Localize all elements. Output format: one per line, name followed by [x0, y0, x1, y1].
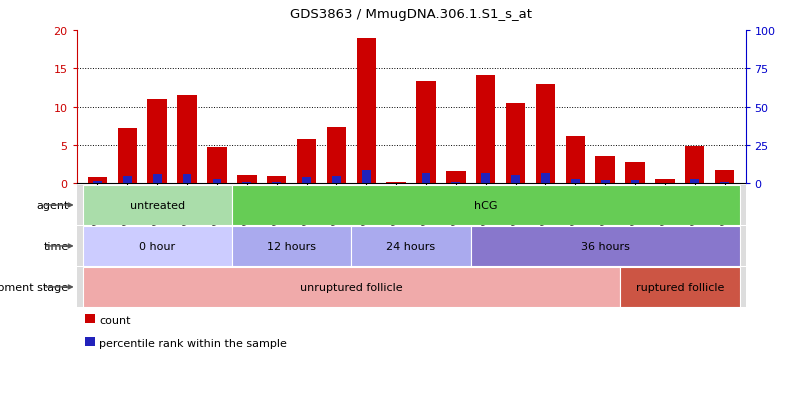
Bar	[620, 268, 740, 307]
Text: hCG: hCG	[474, 200, 497, 211]
Bar	[386, 182, 406, 184]
Bar	[82, 268, 620, 307]
Bar	[471, 227, 740, 266]
Bar	[511, 176, 520, 184]
Text: unruptured follicle: unruptured follicle	[300, 282, 403, 292]
Bar	[326, 127, 346, 184]
Bar	[661, 183, 669, 184]
Bar	[451, 183, 460, 184]
Text: GDS3863 / MmugDNA.306.1.S1_s_at: GDS3863 / MmugDNA.306.1.S1_s_at	[290, 8, 532, 21]
Bar	[243, 183, 251, 184]
Bar	[237, 176, 256, 184]
Bar	[447, 171, 466, 184]
Bar	[118, 129, 137, 184]
Text: percentile rank within the sample: percentile rank within the sample	[99, 338, 287, 348]
Text: development stage: development stage	[0, 282, 69, 292]
Bar	[541, 174, 550, 184]
Bar	[630, 180, 639, 184]
Bar	[481, 173, 490, 184]
Bar	[183, 175, 192, 184]
Bar	[332, 177, 341, 184]
Bar	[207, 148, 226, 184]
Bar	[721, 182, 729, 184]
Bar	[153, 175, 161, 184]
Text: count: count	[99, 315, 131, 325]
Bar	[600, 181, 609, 184]
Text: 0 hour: 0 hour	[139, 241, 175, 252]
Bar	[416, 81, 436, 184]
Bar	[625, 162, 645, 184]
Text: agent: agent	[36, 200, 69, 211]
Text: untreated: untreated	[130, 200, 185, 211]
Bar	[177, 96, 197, 184]
Bar	[232, 227, 351, 266]
Bar	[685, 146, 704, 184]
Bar	[351, 227, 471, 266]
Bar	[506, 104, 526, 184]
Text: time: time	[44, 241, 69, 252]
Text: 24 hours: 24 hours	[387, 241, 435, 252]
Bar	[566, 136, 585, 184]
Bar	[267, 176, 286, 184]
Bar	[93, 181, 102, 184]
Bar	[476, 76, 496, 184]
Text: 12 hours: 12 hours	[267, 241, 316, 252]
Bar	[213, 180, 222, 184]
Bar	[302, 178, 311, 184]
Text: 36 hours: 36 hours	[581, 241, 629, 252]
Bar	[715, 171, 734, 184]
Text: ruptured follicle: ruptured follicle	[636, 282, 724, 292]
Bar	[422, 174, 430, 184]
Bar	[297, 140, 316, 184]
Bar	[82, 227, 232, 266]
Bar	[356, 38, 376, 184]
Bar	[123, 177, 131, 184]
Bar	[147, 100, 167, 184]
Bar	[536, 84, 555, 184]
Bar	[232, 186, 740, 225]
Bar	[691, 179, 699, 184]
Bar	[82, 186, 232, 225]
Bar	[571, 180, 580, 184]
Bar	[88, 178, 107, 184]
Bar	[272, 183, 281, 184]
Bar	[655, 180, 675, 184]
Bar	[362, 171, 371, 184]
Bar	[596, 157, 615, 184]
